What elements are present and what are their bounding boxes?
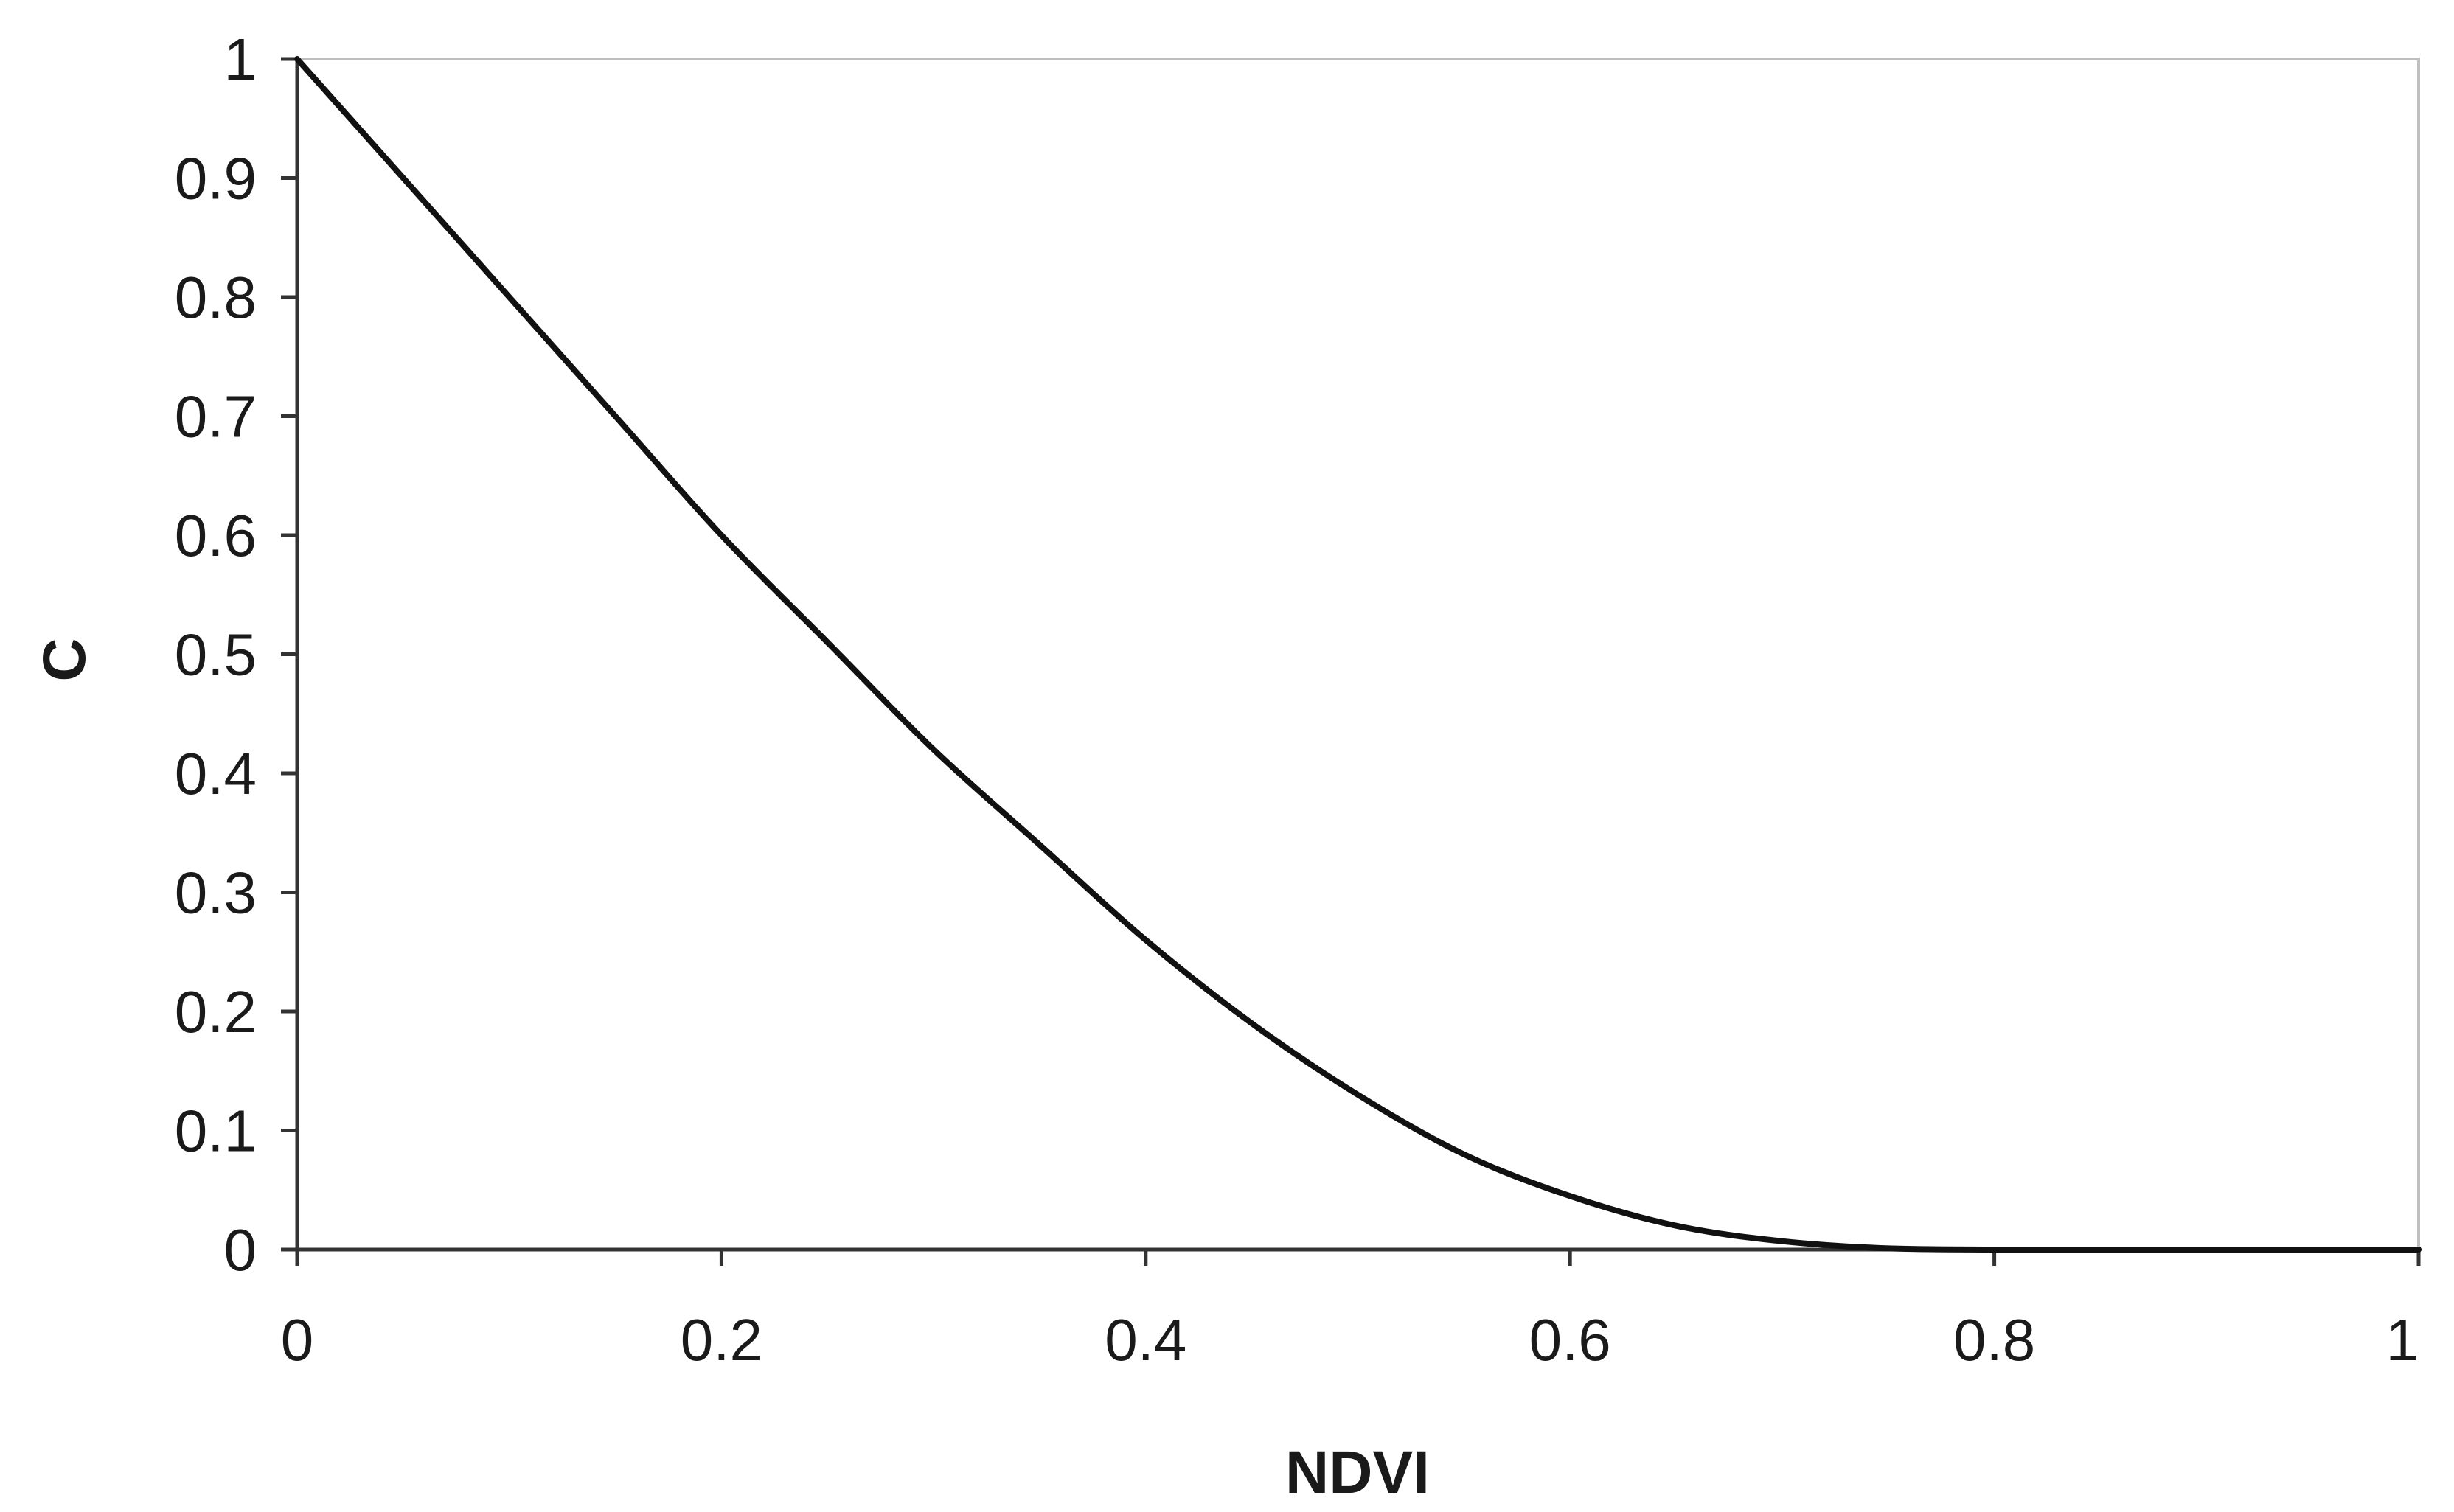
- y-tick-label: 0.6: [175, 503, 257, 568]
- x-tick-label: 0.4: [1105, 1307, 1186, 1373]
- x-ticks: 0 0.2 0.4 0.6 0.8 1: [281, 1250, 2421, 1373]
- y-tick-label: 0.2: [175, 979, 257, 1045]
- x-tick-label: 1: [2386, 1307, 2419, 1373]
- y-axis-title: C: [31, 638, 98, 681]
- y-tick-label: 0.1: [175, 1098, 257, 1164]
- y-tick-label: 0.9: [175, 146, 257, 212]
- y-tick-label: 1: [224, 27, 257, 92]
- y-tick-label: 0.5: [175, 622, 257, 688]
- y-tick-label: 0.7: [175, 384, 257, 450]
- y-tick-label: 0.8: [175, 265, 257, 330]
- x-tick-label: 0.2: [681, 1307, 762, 1373]
- y-tick-label: 0.4: [175, 741, 257, 806]
- x-tick-label: 0.8: [1953, 1307, 2035, 1373]
- x-axis-title: NDVI: [1285, 1439, 1430, 1506]
- y-ticks: 0 0.1 0.2 0.3 0.4 0.5 0.6 0.7 0.8 0.9 1: [175, 27, 297, 1283]
- series-line: [294, 56, 2422, 1253]
- x-tick-label: 0.6: [1529, 1307, 1611, 1373]
- y-tick-label: 0: [224, 1217, 257, 1283]
- series-layer: [294, 56, 2422, 1253]
- y-tick-label: 0.3: [175, 860, 257, 926]
- plot-frame: [296, 58, 2420, 1251]
- x-tick-label: 0: [281, 1307, 314, 1373]
